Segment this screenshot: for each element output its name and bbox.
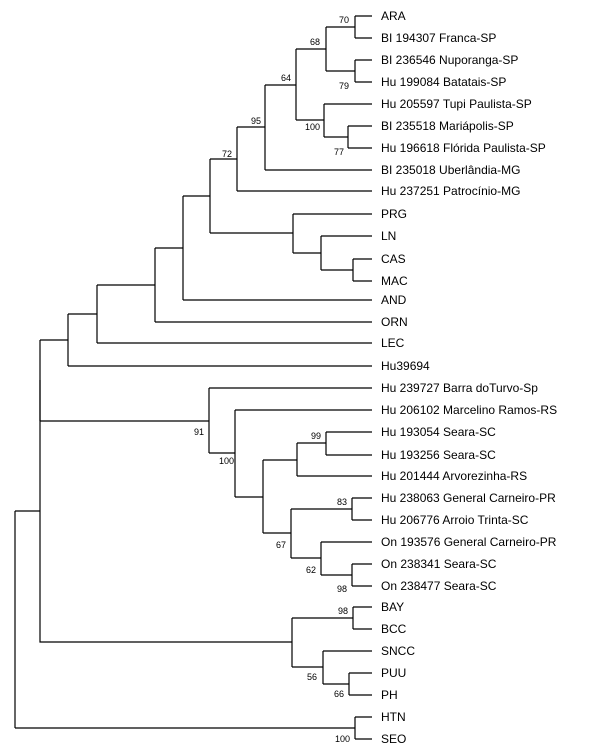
leaf-label: Hu39694 <box>381 359 430 373</box>
leaf-label: PH <box>381 688 398 702</box>
bootstrap-value: 77 <box>334 147 344 157</box>
bootstrap-value: 95 <box>251 116 261 126</box>
leaf-label: PUU <box>381 666 406 680</box>
leaf-label: LN <box>381 229 396 243</box>
leaf-label: BI 236546 Nuporanga-SP <box>381 53 518 67</box>
leaf-label: ORN <box>381 315 408 329</box>
leaf-label: Hu 193054 Seara-SC <box>381 425 496 439</box>
leaf-label: On 238341 Seara-SC <box>381 557 497 571</box>
leaf-label: PRG <box>381 207 407 221</box>
bootstrap-values: 70 68 79 64 100 77 95 72 91 99 100 83 67… <box>194 15 350 744</box>
leaf-label: CAS <box>381 252 406 266</box>
branch <box>348 672 372 696</box>
leaf-label: LEC <box>381 336 405 350</box>
branch <box>96 284 372 344</box>
leaf-label: SNCC <box>381 644 415 658</box>
branch <box>295 48 326 121</box>
bootstrap-value: 83 <box>337 497 347 507</box>
bootstrap-value: 98 <box>338 606 348 616</box>
branch <box>14 510 355 729</box>
bootstrap-value: 62 <box>306 565 316 575</box>
bootstrap-value: 70 <box>339 15 349 25</box>
leaf-label: Hu 196618 Flórida Paulista-SP <box>381 141 546 155</box>
branch <box>325 431 372 456</box>
branch <box>236 126 372 192</box>
leaf-label: AND <box>381 293 407 307</box>
bootstrap-value: 66 <box>334 689 344 699</box>
leaf-label: Hu 206776 Arroio Trinta-SC <box>381 513 529 527</box>
branch <box>154 247 372 323</box>
branch <box>234 409 372 498</box>
branch <box>354 716 372 740</box>
branch <box>325 26 355 72</box>
bootstrap-value: 79 <box>339 81 349 91</box>
branch <box>292 213 372 254</box>
leaf-label: Hu 237251 Patrocínio-MG <box>381 184 520 198</box>
leaf-label: BAY <box>381 600 404 614</box>
leaf-label: BI 194307 Franca-SP <box>381 31 496 45</box>
bootstrap-value: 67 <box>276 540 286 550</box>
leaf-label: On 238477 Seara-SC <box>381 579 497 593</box>
branch <box>322 650 372 685</box>
branch <box>352 258 372 282</box>
bootstrap-value: 100 <box>305 122 320 132</box>
leaf-label: BI 235018 Uberlândia-MG <box>381 163 520 177</box>
branch <box>182 195 372 301</box>
leaf-label: ARA <box>381 9 406 23</box>
leaf-label: SEO <box>381 732 406 746</box>
branch <box>320 541 372 576</box>
leaf-label: Hu 238063 General Carneiro-PR <box>381 491 556 505</box>
leaf-label: Hu 193256 Seara-SC <box>381 448 496 462</box>
bootstrap-value: 56 <box>307 672 317 682</box>
branch <box>39 380 292 643</box>
branch <box>296 442 372 477</box>
leaf-label: Hu 239727 Barra doTurvo-Sp <box>381 381 538 395</box>
leaf-label: Hu 201444 Arvorezinha-RS <box>381 469 527 483</box>
branch <box>320 235 372 271</box>
branch <box>351 563 372 587</box>
branch <box>262 459 297 534</box>
bootstrap-value: 98 <box>337 584 347 594</box>
branch <box>208 387 372 454</box>
leaf-label: Hu 205597 Tupi Paulista-SP <box>381 97 532 111</box>
bootstrap-value: 64 <box>281 73 291 83</box>
branch <box>354 59 372 83</box>
bootstrap-value: 72 <box>222 149 232 159</box>
bootstrap-value: 91 <box>194 427 204 437</box>
tree-branches <box>14 15 372 740</box>
leaf-label: BCC <box>381 622 407 636</box>
bootstrap-value: 100 <box>335 734 350 744</box>
leaf-label: Hu 206102 Marcelino Ramos-RS <box>381 403 557 417</box>
branch <box>354 15 372 39</box>
branch <box>347 125 372 149</box>
leaf-label: On 193576 General Carneiro-PR <box>381 535 557 549</box>
bootstrap-value: 68 <box>310 37 320 47</box>
branch <box>352 606 372 630</box>
branch <box>39 339 209 422</box>
leaf-label: Hu 199084 Batatais-SP <box>381 75 506 89</box>
leaf-labels: ARA BI 194307 Franca-SP BI 236546 Nupora… <box>381 9 557 746</box>
branch <box>351 497 372 521</box>
leaf-label: MAC <box>381 274 408 288</box>
bootstrap-value: 100 <box>219 456 234 466</box>
leaf-label: HTN <box>381 710 406 724</box>
leaf-label: BI 235518 Mariápolis-SP <box>381 119 514 133</box>
bootstrap-value: 99 <box>311 431 321 441</box>
